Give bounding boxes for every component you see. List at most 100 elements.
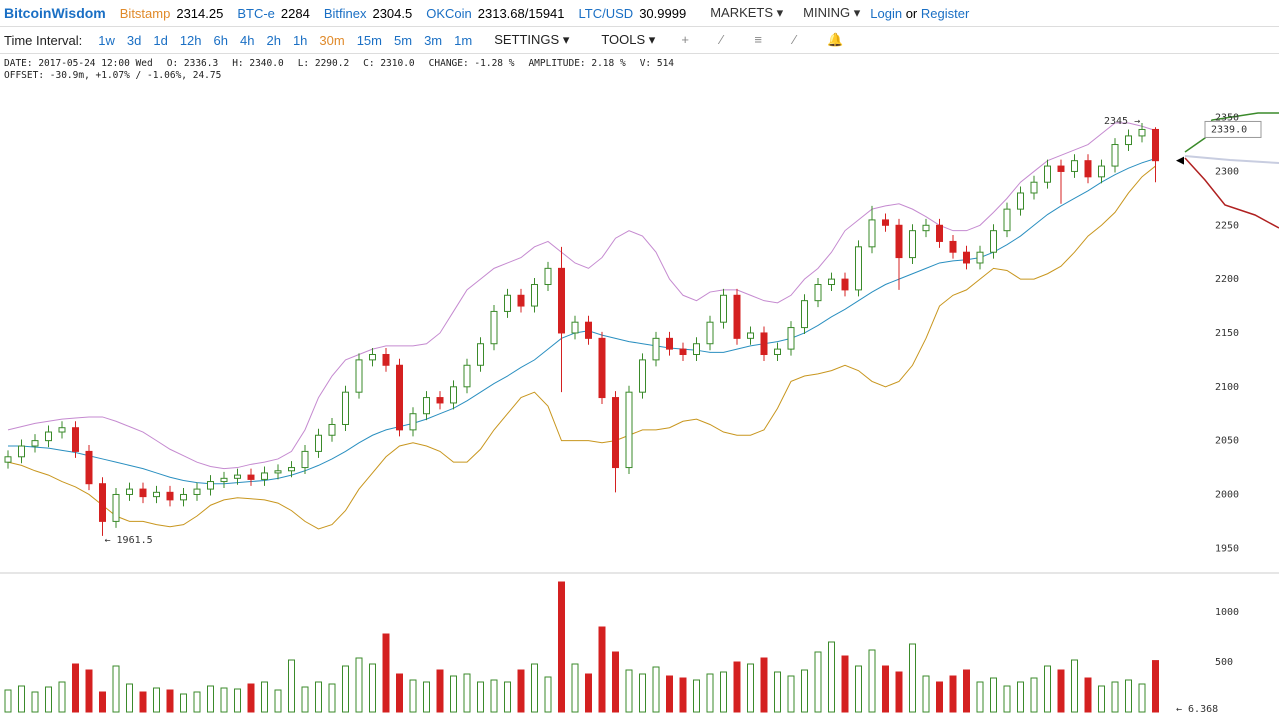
tool-icons[interactable]: + ⁄ ≡ ⁄ 🔔: [681, 32, 858, 47]
interval[interactable]: 2h: [266, 32, 281, 48]
candle-body: [679, 348, 687, 355]
volume-bar: [544, 676, 552, 713]
forecast-mid: [1184, 155, 1279, 164]
volume-bar: [463, 673, 471, 713]
candle-body: [598, 337, 606, 399]
candle-body: [18, 445, 25, 458]
candle-body: [706, 321, 714, 345]
volume-bar: [652, 666, 660, 713]
ticker-price: 2284: [280, 5, 310, 21]
volume-bar: [598, 626, 606, 713]
interval[interactable]: 3m: [424, 32, 443, 48]
ticker[interactable]: BTC-e 2284: [237, 6, 309, 21]
volume-bar: [382, 633, 390, 713]
volume-bar: [85, 669, 93, 713]
forecast-up: [1184, 112, 1279, 153]
volume-bar: [1003, 685, 1011, 713]
y-tick-label: 1950: [1215, 543, 1239, 554]
brand[interactable]: BitcoinWisdom: [4, 5, 106, 21]
candle-body: [477, 343, 484, 366]
volume-bar: [1057, 669, 1065, 713]
menu[interactable]: MARKETS: [710, 5, 783, 21]
candle-body: [220, 477, 228, 483]
candle-body: [99, 483, 106, 522]
offset: OFFSET: -30.9m, +1.07% / -1.06%, 24.75: [4, 70, 222, 81]
interval[interactable]: 1w: [98, 32, 115, 48]
info-item: CHANGE: -1.28 %: [428, 58, 515, 69]
interval[interactable]: 1m: [454, 32, 473, 48]
volume-bar: [409, 679, 417, 713]
y-tick-label: 500: [1215, 657, 1233, 668]
volume-bar: [774, 671, 781, 713]
candle-body: [207, 481, 214, 490]
candle-body: [801, 300, 808, 329]
candle-body: [58, 427, 66, 433]
ticker[interactable]: LTC/USD 30.9999: [579, 6, 687, 21]
y-tick-label: 2300: [1215, 166, 1239, 177]
interval[interactable]: 6h: [213, 32, 228, 48]
info: DATE: 2017-05-24 12:00 Wed O: 2336.3 H: 23…: [0, 54, 1279, 82]
candle-body: [126, 488, 133, 495]
candle-body: [153, 491, 160, 498]
candle-body: [504, 294, 511, 312]
volume-bar: [504, 681, 511, 713]
volume-bar: [571, 663, 579, 713]
volume-bar: [477, 681, 484, 713]
volume-bar: [706, 673, 714, 713]
candle-body: [463, 364, 471, 388]
ticker[interactable]: Bitstamp 2314.25: [120, 6, 224, 21]
candle-body: [1003, 208, 1011, 232]
login[interactable]: Login: [870, 5, 903, 21]
volume-bar: [747, 663, 754, 713]
candle-body: [612, 397, 619, 469]
candle-body: [747, 332, 754, 339]
volume-bar: [301, 686, 309, 713]
info-item: DATE: 2017-05-24 12:00 Wed: [4, 58, 153, 69]
candle-body: [693, 343, 700, 355]
or: or: [905, 5, 918, 21]
candle-body: [963, 251, 970, 264]
interval[interactable]: 3d: [126, 32, 142, 48]
volume-bar: [1017, 681, 1024, 713]
candle-body: [1138, 128, 1146, 137]
register[interactable]: Register: [920, 5, 970, 21]
ticker[interactable]: OKCoin 2313.68/15941: [426, 6, 564, 21]
volume-bar: [828, 641, 835, 713]
volume-bar: [274, 689, 282, 713]
volume-bar: [99, 691, 106, 713]
tools[interactable]: TOOLS: [601, 32, 655, 48]
info-item: L: 2290.2: [297, 58, 350, 69]
ticker-name: Bitstamp: [119, 5, 171, 21]
interval[interactable]: 4h: [240, 32, 255, 48]
info-item: O: 2336.3: [166, 58, 219, 69]
ticker-price: 30.9999: [639, 5, 687, 21]
last-price: 2339.0: [1211, 124, 1247, 135]
interval[interactable]: 12h: [179, 32, 202, 48]
interval[interactable]: 15m: [356, 32, 382, 48]
volume-bar: [963, 669, 970, 713]
candle-body: [382, 353, 390, 366]
volume-bar: [841, 655, 849, 713]
menu[interactable]: MINING: [803, 5, 860, 21]
candle-body: [1111, 144, 1119, 167]
ticker-price: 2313.68/15941: [477, 5, 565, 21]
volume-bar: [855, 665, 862, 713]
candle-body: [1098, 165, 1105, 178]
interval[interactable]: 5m: [394, 32, 413, 48]
volume-bar: [4, 689, 12, 713]
interval[interactable]: 1d: [153, 32, 168, 48]
info-item: V: 514: [639, 58, 675, 69]
candle-body: [85, 450, 93, 485]
volume-bar: [31, 691, 39, 713]
interval[interactable]: 1h: [292, 32, 308, 48]
ticker[interactable]: Bitfinex 2304.5: [324, 6, 412, 21]
candle-body: [652, 337, 660, 361]
candle-body: [261, 472, 268, 480]
candle-body: [180, 493, 187, 501]
interval[interactable]: 30m: [319, 32, 345, 48]
candle-body: [531, 284, 538, 307]
volume-bar: [423, 681, 430, 713]
volume-bar: [1098, 685, 1105, 713]
candle-body: [450, 386, 457, 404]
settings[interactable]: SETTINGS: [494, 32, 569, 48]
